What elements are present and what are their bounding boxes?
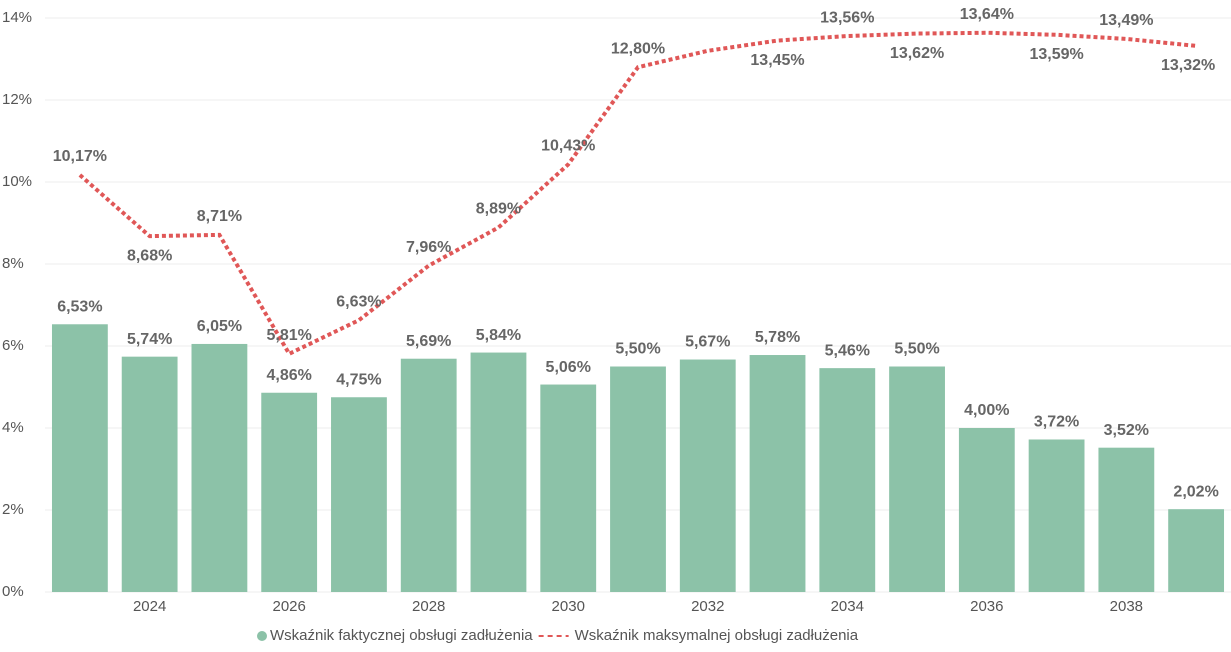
line-label: 5,81% (266, 327, 311, 344)
line-label: 6,63% (336, 293, 381, 310)
bar-label: 5,50% (894, 341, 939, 358)
bar (261, 392, 318, 592)
line-label: 13,32% (1161, 57, 1215, 74)
y-tick-label: 2% (2, 501, 24, 518)
bar-label: 5,06% (546, 359, 591, 376)
y-tick-label: 8% (2, 255, 24, 272)
bar-label: 4,00% (964, 402, 1009, 419)
legend-marker (257, 631, 267, 641)
line-label: 8,68% (127, 247, 172, 264)
bar-label: 5,69% (406, 333, 451, 350)
line-label: 12,80% (611, 40, 665, 57)
bar (540, 384, 597, 592)
bar (470, 352, 527, 592)
bar-label: 3,72% (1034, 414, 1079, 431)
line-label: 13,64% (960, 6, 1014, 23)
x-tick-label: 2024 (133, 598, 166, 615)
line-label: 10,43% (541, 138, 595, 155)
bar (610, 366, 666, 592)
bar-label: 3,52% (1104, 422, 1149, 439)
line-label: 7,96% (406, 239, 451, 256)
bar-label: 5,46% (825, 342, 870, 359)
y-tick-label: 6% (2, 337, 24, 354)
legend-label: Wskaźnik maksymalnej obsługi zadłużenia (575, 627, 859, 644)
bar-label: 4,75% (336, 371, 381, 388)
bar-label: 4,86% (266, 367, 311, 384)
bar (51, 324, 108, 592)
x-tick-label: 2036 (970, 598, 1003, 615)
bar-label: 6,05% (197, 318, 242, 335)
bar (1028, 439, 1085, 592)
y-tick-label: 12% (2, 91, 32, 108)
bar-label: 5,74% (127, 331, 172, 348)
bar (819, 368, 876, 592)
bar (121, 356, 178, 592)
y-tick-label: 0% (2, 583, 24, 600)
bar-label: 5,67% (685, 334, 730, 351)
bar (1098, 447, 1155, 592)
line-label: 10,17% (53, 148, 107, 165)
x-tick-label: 2038 (1110, 598, 1143, 615)
y-tick-label: 4% (2, 419, 24, 436)
bar-label: 5,84% (476, 327, 521, 344)
bar-label: 2,02% (1173, 483, 1218, 500)
bar-label: 6,53% (57, 298, 102, 315)
bar (679, 359, 736, 592)
bar (331, 397, 387, 592)
bar (889, 366, 945, 592)
bar (400, 358, 457, 592)
line-label: 8,89% (476, 201, 521, 218)
x-tick-label: 2034 (831, 598, 864, 615)
x-tick-label: 2026 (272, 598, 305, 615)
bar (191, 343, 248, 592)
line-label: 13,62% (890, 45, 944, 62)
line (78, 30, 1197, 357)
x-tick-label: 2032 (691, 598, 724, 615)
line-label: 13,49% (1099, 12, 1153, 29)
x-tick-label: 2030 (552, 598, 585, 615)
bar (1168, 509, 1225, 592)
x-tick-label: 2028 (412, 598, 445, 615)
bar-label: 5,50% (615, 341, 660, 358)
bar (749, 355, 806, 592)
y-tick-label: 10% (2, 173, 32, 190)
line-label: 13,59% (1029, 46, 1083, 63)
y-tick-label: 14% (2, 9, 32, 26)
line-label: 13,45% (750, 52, 804, 69)
line-label: 8,71% (197, 208, 242, 225)
line-label: 13,56% (820, 9, 874, 26)
legend-label: Wskaźnik faktycznej obsługi zadłużenia (270, 627, 533, 644)
bar-label: 5,78% (755, 329, 800, 346)
bar (958, 428, 1015, 592)
